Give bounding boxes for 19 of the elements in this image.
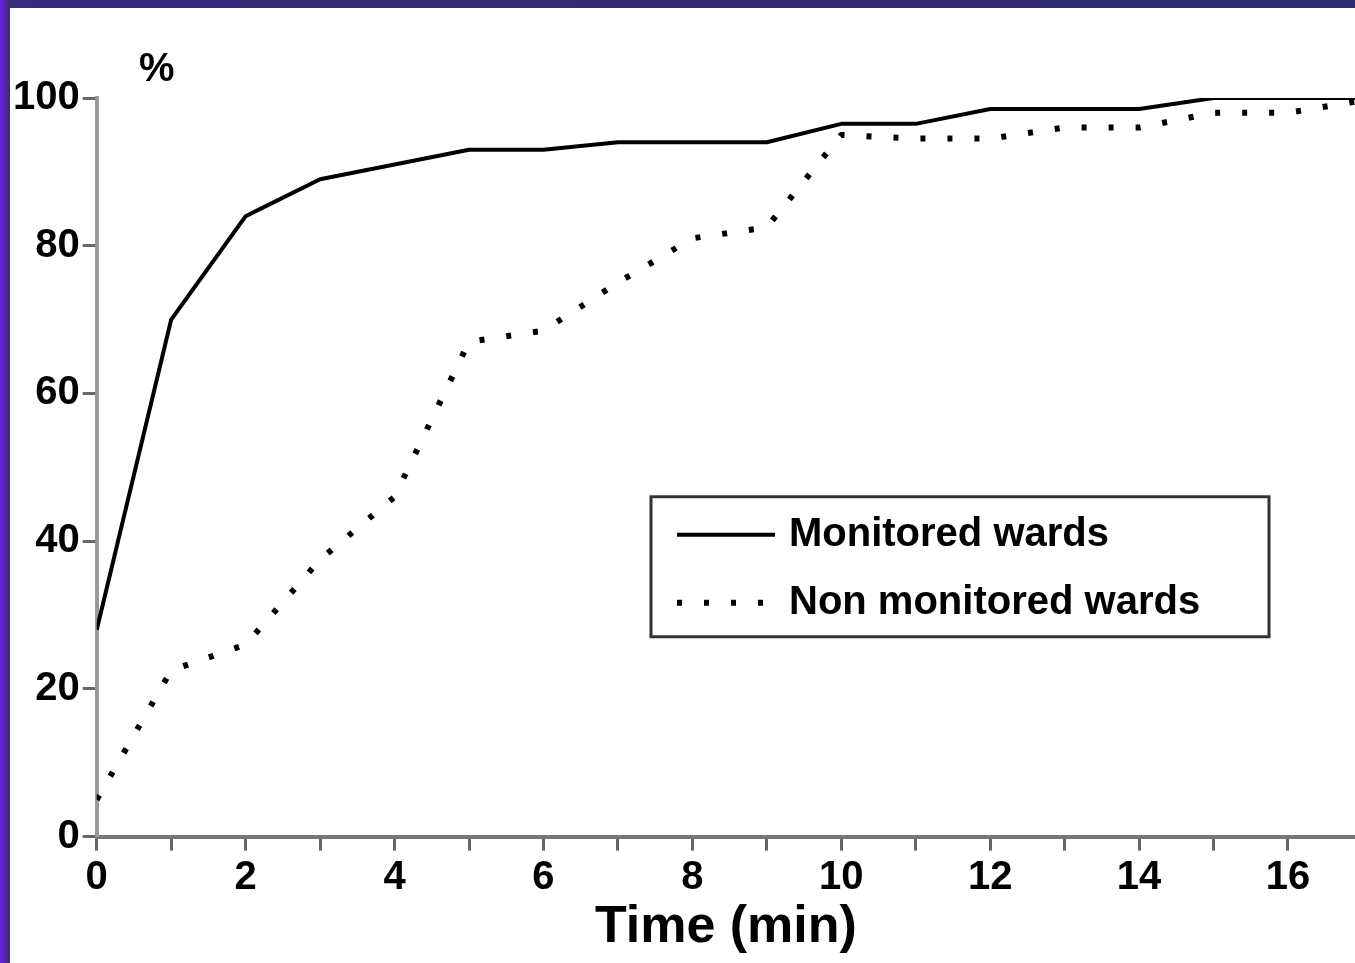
legend-label: Monitored wards <box>789 509 1110 554</box>
x-tick-label: 14 <box>1116 852 1163 897</box>
y-tick-label: 0 <box>57 811 80 856</box>
x-tick-label: 10 <box>819 852 864 897</box>
x-tick-label: 0 <box>85 852 108 897</box>
y-tick-label: 60 <box>35 368 80 413</box>
x-tick-label: 8 <box>681 852 704 897</box>
x-tick-label: 2 <box>234 852 257 897</box>
y-tick-label: 100 <box>12 73 80 118</box>
y-tick-label: 20 <box>35 663 80 708</box>
x-tick-label: 12 <box>967 852 1013 897</box>
legend-label: Non monitored wards <box>789 577 1201 622</box>
x-tick-label: 16 <box>1265 852 1311 897</box>
x-tick-label: 6 <box>532 852 555 897</box>
x-tick-label: 4 <box>383 852 407 897</box>
x-axis-title: Time (min) <box>594 895 857 954</box>
y-axis-title: % <box>138 45 175 90</box>
y-tick-label: 80 <box>35 220 80 265</box>
y-tick-label: 40 <box>35 516 80 561</box>
